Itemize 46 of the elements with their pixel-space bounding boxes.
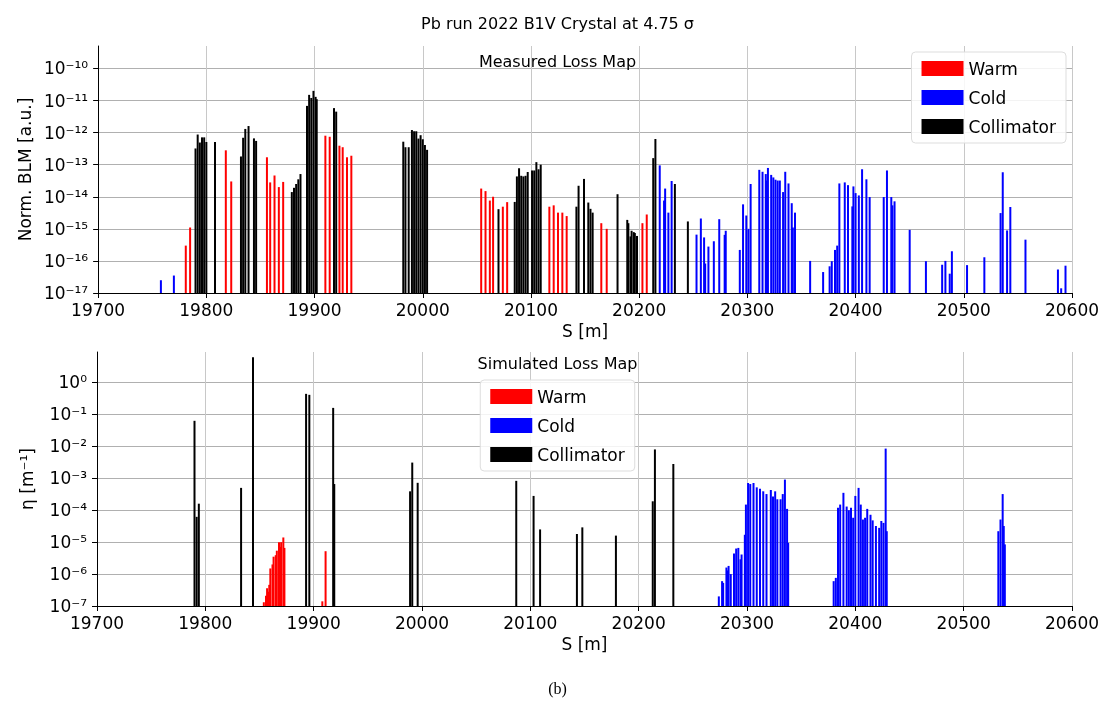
y-tick-label: 10⁻¹³ (43, 154, 89, 175)
x-tick-label: 20600 (1044, 612, 1100, 633)
y-tick-label: 10⁻¹⁰ (43, 58, 89, 79)
x-axis-title: S [m] (561, 634, 608, 655)
legend-label: Warm (968, 58, 1018, 79)
y-tick-label: 10⁻³ (49, 468, 87, 489)
x-tick-label: 19800 (179, 299, 234, 320)
x-tick-label: 20300 (720, 299, 775, 320)
x-tick-label: 20400 (828, 299, 883, 320)
y-tick-label: 10⁻¹⁵ (43, 218, 89, 239)
legend-label: Cold (968, 87, 1007, 108)
y-tick-label: 10⁻¹¹ (43, 90, 89, 111)
x-tick-label: 20300 (719, 612, 775, 633)
x-tick-label: 20500 (936, 612, 991, 633)
legend-label: Cold (537, 415, 576, 436)
x-tick-label: 20600 (1044, 299, 1100, 320)
legend-label: Warm (537, 386, 587, 407)
y-tick-label: 10⁻⁴ (49, 500, 88, 521)
y-axis-title: Norm. BLM [a.u.] (14, 97, 35, 242)
legend-label: Collimator (968, 116, 1057, 137)
x-tick-label: 20100 (503, 299, 559, 320)
x-tick-label: 20500 (936, 299, 991, 320)
x-tick-label: 19900 (286, 612, 341, 633)
y-tick-label: 10⁰ (58, 372, 88, 393)
x-tick-label: 20200 (612, 299, 667, 320)
x-tick-label: 19900 (287, 299, 342, 320)
x-axis-title: S [m] (562, 321, 609, 342)
y-tick-label: 10⁻¹ (49, 404, 87, 425)
chart-title: Pb run 2022 B1V Crystal at 4.75 σ (420, 13, 695, 33)
text: (b) (548, 679, 567, 698)
x-tick-label: 20000 (394, 612, 450, 633)
x-tick-label: 20400 (828, 612, 883, 633)
legend-label: Collimator (537, 444, 625, 465)
x-tick-label: 20200 (611, 612, 666, 633)
y-axis-title: η [m⁻¹] (16, 448, 37, 510)
y-tick-label: 10⁻² (49, 436, 87, 457)
y-tick-label: 10⁻⁶ (49, 564, 88, 585)
chart-title: Simulated Loss Map (477, 353, 638, 373)
y-tick-label: 10⁻¹² (43, 122, 89, 143)
x-tick-label: 20000 (395, 299, 450, 320)
chart-subtitle: Measured Loss Map (478, 51, 637, 71)
x-tick-label: 19800 (178, 612, 233, 633)
y-tick-label: 10⁻⁵ (49, 532, 87, 553)
x-tick-label: 20100 (503, 612, 558, 633)
y-tick-label: 10⁻¹⁶ (43, 250, 89, 271)
y-tick-label: 10⁻¹⁴ (43, 186, 89, 207)
